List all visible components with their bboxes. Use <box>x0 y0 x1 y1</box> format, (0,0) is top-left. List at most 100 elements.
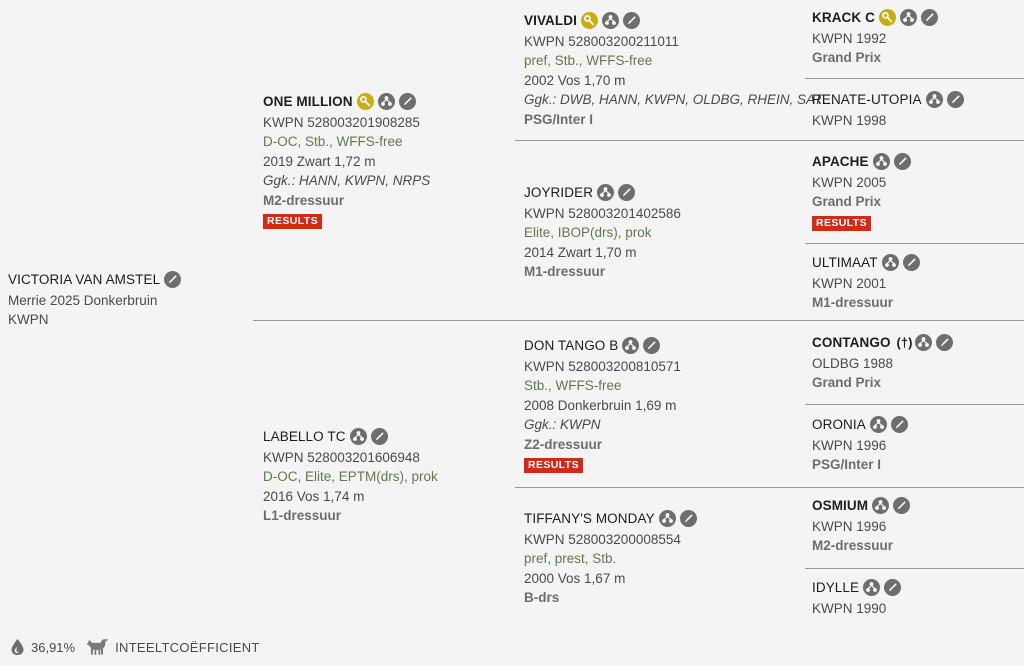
horse-born: 2014 Zwart 1,70 m <box>524 244 637 260</box>
horse-registry: KWPN 528003200211011 <box>524 33 679 49</box>
results-badge[interactable]: RESULTS <box>524 458 584 473</box>
horse-cell-dam-sire[interactable]: DON TANGO B KWPN 528003200810571 Stb., W… <box>524 336 796 474</box>
edit-icon[interactable] <box>679 510 697 528</box>
horse-name[interactable]: ONE MILLION <box>263 94 353 109</box>
results-badge[interactable]: RESULTS <box>263 214 323 229</box>
edit-icon[interactable] <box>398 93 416 111</box>
blood-drop-icon <box>10 638 25 656</box>
pedigree-icon[interactable] <box>881 254 899 272</box>
horse-registry: KWPN 528003201908285 <box>263 114 420 130</box>
horse-cell-g3-8[interactable]: IDYLLE KWPN 1990 <box>812 578 1024 618</box>
horse-cell-g3-3[interactable]: APACHE KWPN 2005 Grand Prix RESULTS <box>812 152 1024 231</box>
pedigree-icon[interactable] <box>863 579 881 597</box>
horse-ggk: Ggk.: DWB, HANN, KWPN, OLDBG, RHEIN, SAT… <box>524 92 836 107</box>
horse-sport: L1-dressuur <box>263 508 342 523</box>
edit-icon[interactable] <box>936 334 954 352</box>
pedigree-icon[interactable] <box>899 9 917 27</box>
horse-cell-g3-6[interactable]: ORONIA KWPN 1996 PSG/Inter I <box>812 415 1024 475</box>
key-icon[interactable] <box>878 9 896 27</box>
horse-ggk: Ggk.: HANN, KWPN, NRPS <box>263 173 431 188</box>
divider-gen1 <box>253 320 1024 321</box>
horse-name-row: VIVALDI <box>524 11 796 31</box>
horse-sport: M1-dressuur <box>812 295 894 310</box>
horse-cell-sire-sire[interactable]: VIVALDI KWPN 528003200211011 pref, Stb.,… <box>524 11 836 129</box>
edit-icon[interactable] <box>946 91 964 109</box>
horse-name[interactable]: VIVALDI <box>524 13 577 28</box>
horse-name-row: VICTORIA VAN AMSTEL <box>8 270 238 290</box>
edit-icon[interactable] <box>643 337 661 355</box>
edit-icon[interactable] <box>920 9 938 27</box>
horse-sport: M2-dressuur <box>812 538 894 553</box>
horse-born: 2016 Vos 1,74 m <box>263 488 365 504</box>
horse-predicates: Stb., WFFS-free <box>524 378 622 393</box>
horse-cell-g3-7[interactable]: OSMIUM KWPN 1996 M2-dressuur <box>812 496 1024 556</box>
horse-sport: Grand Prix <box>812 194 882 209</box>
horse-cell-subject[interactable]: VICTORIA VAN AMSTEL Merrie 2025 Donkerbr… <box>8 270 238 330</box>
pedigree-icon[interactable] <box>915 334 933 352</box>
edit-icon[interactable] <box>370 428 388 446</box>
divider-gen3-a <box>805 78 1024 79</box>
horse-born: Merrie 2025 Donkerbruin <box>8 292 158 308</box>
horse-born: 2019 Zwart 1,72 m <box>263 153 376 169</box>
horse-name[interactable]: VICTORIA VAN AMSTEL <box>8 272 161 287</box>
horse-cell-dam[interactable]: LABELLO TC KWPN 528003201606948 D-OC, El… <box>263 427 508 526</box>
horse-predicates: pref, prest, Stb. <box>524 551 617 566</box>
inbreeding-label: INTEELTCOËFFICIENT <box>115 639 260 655</box>
horse-name[interactable]: RENATE-UTOPIA <box>812 92 922 107</box>
pedigree-icon[interactable] <box>658 510 676 528</box>
pedigree-icon[interactable] <box>377 93 395 111</box>
horse-predicates: Elite, IBOP(drs), prok <box>524 225 652 240</box>
horse-born: 2008 Donkerbruin 1,69 m <box>524 397 677 413</box>
horse-name-row: ULTIMAAT <box>812 253 1024 273</box>
horse-predicates: pref, Stb., WFFS-free <box>524 53 653 68</box>
horse-name-row: TIFFANY'S MONDAY <box>524 509 796 529</box>
inbreeding-value: 36,91% <box>31 639 76 655</box>
key-icon[interactable] <box>356 93 374 111</box>
horse-name[interactable]: OSMIUM <box>812 498 869 513</box>
horse-name[interactable]: IDYLLE <box>812 580 860 595</box>
edit-icon[interactable] <box>884 579 902 597</box>
edit-icon[interactable] <box>902 254 920 272</box>
horse-registry: KWPN 528003200008554 <box>524 531 681 547</box>
deceased-marker: (†) <box>896 335 913 350</box>
horse-name-row: KRACK C <box>812 8 1024 28</box>
key-icon[interactable] <box>580 12 598 30</box>
edit-icon[interactable] <box>618 184 636 202</box>
horse-sport: PSG/Inter I <box>524 111 594 127</box>
pedigree-icon[interactable] <box>597 184 615 202</box>
horse-cell-g3-4[interactable]: ULTIMAAT KWPN 2001 M1-dressuur <box>812 253 1024 313</box>
horse-name[interactable]: DON TANGO B <box>524 338 619 353</box>
pedigree-icon[interactable] <box>872 153 890 171</box>
horse-sport: M1-dressuur <box>524 264 606 279</box>
horse-name[interactable]: JOYRIDER <box>524 185 594 200</box>
horse-cell-g3-1[interactable]: KRACK C KWPN 1992 Grand Prix <box>812 8 1024 68</box>
horse-name-row: APACHE <box>812 152 1024 172</box>
horse-name[interactable]: LABELLO TC <box>263 429 346 444</box>
pedigree-icon[interactable] <box>622 337 640 355</box>
pedigree-icon[interactable] <box>869 416 887 434</box>
pedigree-icon[interactable] <box>925 91 943 109</box>
edit-icon[interactable] <box>164 271 182 289</box>
horse-cell-dam-dam[interactable]: TIFFANY'S MONDAY KWPN 528003200008554 pr… <box>524 509 796 608</box>
horse-registry: KWPN 2005 <box>812 174 887 190</box>
pedigree-icon[interactable] <box>601 12 619 30</box>
horse-name[interactable]: ORONIA <box>812 417 866 432</box>
pedigree-icon[interactable] <box>872 497 890 515</box>
edit-icon[interactable] <box>890 416 908 434</box>
horse-name[interactable]: KRACK C <box>812 10 875 25</box>
edit-icon[interactable] <box>893 153 911 171</box>
pedigree-icon[interactable] <box>349 428 367 446</box>
edit-icon[interactable] <box>893 497 911 515</box>
horse-cell-g3-5[interactable]: CONTANGO (†) OLDBG 1988 Grand Prix <box>812 333 1024 393</box>
horse-name[interactable]: APACHE <box>812 154 869 169</box>
edit-icon[interactable] <box>622 12 640 30</box>
horse-name[interactable]: TIFFANY'S MONDAY <box>524 511 655 526</box>
results-badge[interactable]: RESULTS <box>812 215 872 231</box>
horse-cell-sire-dam[interactable]: JOYRIDER KWPN 528003201402586 Elite, IBO… <box>524 183 796 282</box>
horse-cell-sire[interactable]: ONE MILLION KWPN 528003201908285 D-OC, S… <box>263 92 508 230</box>
horse-name[interactable]: ULTIMAAT <box>812 255 878 270</box>
horse-name-row: ONE MILLION <box>263 92 508 112</box>
horse-cell-g3-2[interactable]: RENATE-UTOPIA KWPN 1998 <box>812 90 1024 130</box>
inbreeding-footer: 36,91% INTEELTCOËFFICIENT <box>10 638 260 656</box>
horse-name[interactable]: CONTANGO <box>812 335 891 350</box>
